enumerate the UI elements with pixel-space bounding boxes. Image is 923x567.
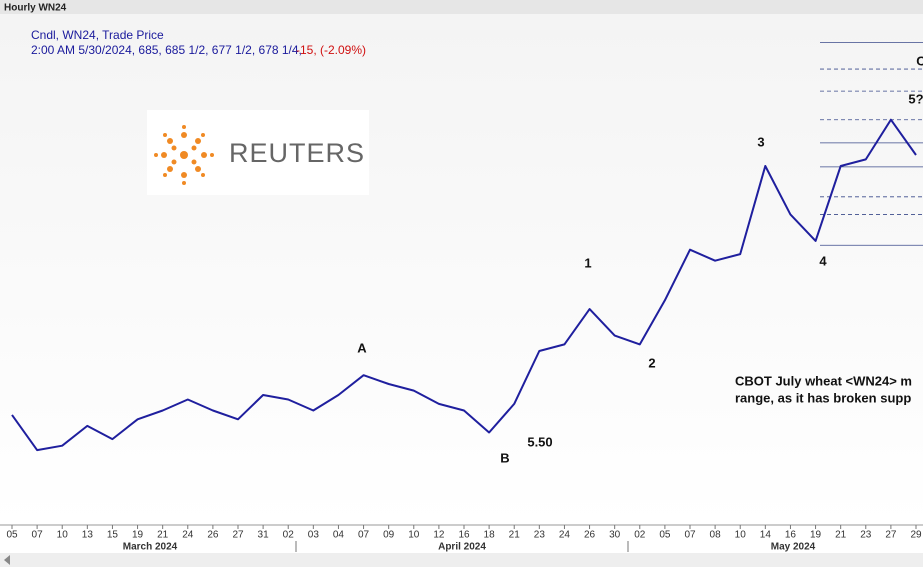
x-tick-label: 14 (760, 530, 772, 541)
legend-title: Cndl, WN24, Trade Price (31, 28, 164, 42)
x-tick-label: 02 (283, 530, 295, 541)
logo-text: REUTERS (229, 138, 365, 168)
x-tick-label: 21 (157, 530, 169, 541)
wave-label: 2 (648, 355, 655, 370)
x-tick-label: 26 (207, 530, 219, 541)
legend-change: -15, (-2.09%) (296, 43, 366, 57)
x-tick-label: 10 (735, 530, 747, 541)
x-tick-label: 05 (659, 530, 671, 541)
x-tick-label: 07 (684, 530, 696, 541)
x-tick-label: 26 (584, 530, 596, 541)
x-tick-label: 31 (258, 530, 270, 541)
x-tick-label: 30 (609, 530, 621, 541)
scrollbar (0, 553, 923, 567)
wave-label: C (916, 53, 923, 68)
wave-label: 5? (908, 91, 923, 106)
x-tick-label: 16 (785, 530, 797, 541)
logo: REUTERS (147, 110, 369, 195)
x-tick-label: 27 (885, 530, 897, 541)
x-tick-label: 27 (232, 530, 244, 541)
wave-label: 1 (584, 255, 591, 270)
x-tick-label: 08 (710, 530, 722, 541)
x-tick-label: 12 (433, 530, 445, 541)
plot-area (0, 14, 923, 525)
x-tick-label: 24 (559, 530, 571, 541)
x-tick-label: 13 (82, 530, 94, 541)
note-text: range, as it has broken supp (735, 390, 911, 405)
x-tick-label: 29 (910, 530, 922, 541)
x-tick-label: 05 (6, 530, 18, 541)
x-tick-label: 07 (358, 530, 370, 541)
wave-label: 5.50 (527, 434, 552, 449)
note-text: CBOT July wheat <WN24> m (735, 373, 912, 388)
x-tick-label: 24 (182, 530, 194, 541)
month-label: April 2024 (438, 542, 486, 553)
x-tick-label: 19 (132, 530, 144, 541)
wave-label: 4 (819, 253, 827, 268)
price-line (11, 118, 917, 452)
wave-label: B (500, 450, 509, 465)
month-label: March 2024 (123, 542, 178, 553)
legend-quote: 2:00 AM 5/30/2024, 685, 685 1/2, 677 1/2… (31, 43, 302, 57)
x-tick-label: 04 (333, 530, 345, 541)
x-tick-label: 10 (57, 530, 69, 541)
header-bar (0, 0, 923, 14)
x-tick-label: 09 (383, 530, 395, 541)
month-label: May 2024 (771, 542, 816, 553)
x-tick-label: 10 (408, 530, 420, 541)
x-tick-label: 02 (634, 530, 646, 541)
wave-label: A (357, 340, 367, 355)
x-tick-label: 18 (484, 530, 496, 541)
x-tick-label: 23 (534, 530, 546, 541)
chart-title: Hourly WN24 (4, 3, 67, 14)
x-tick-label: 21 (835, 530, 847, 541)
x-tick-label: 19 (810, 530, 822, 541)
x-tick-label: 07 (32, 530, 44, 541)
wave-label: 3 (757, 134, 764, 149)
scroll-arrow (4, 555, 10, 565)
x-tick-label: 03 (308, 530, 320, 541)
x-tick-label: 21 (509, 530, 521, 541)
x-tick-label: 16 (458, 530, 470, 541)
x-tick-label: 15 (107, 530, 119, 541)
x-tick-label: 23 (860, 530, 872, 541)
